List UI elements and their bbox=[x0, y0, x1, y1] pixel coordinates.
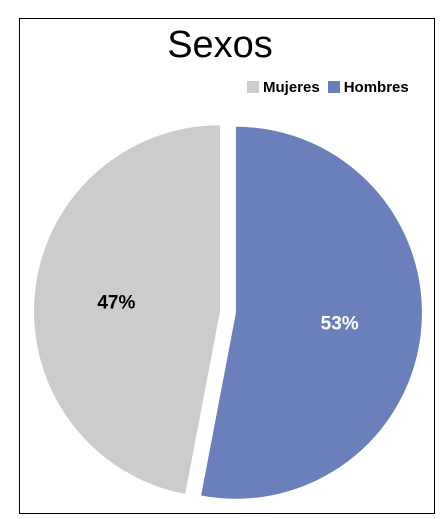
slice-label-hombres: 53% bbox=[321, 314, 359, 335]
legend-label-hombres: Hombres bbox=[343, 78, 409, 96]
chart-title: Sexos bbox=[167, 24, 273, 66]
legend-swatch-mujeres bbox=[247, 81, 259, 93]
legend-item-hombres: Hombres bbox=[327, 78, 409, 96]
legend-label-mujeres: Mujeres bbox=[263, 78, 320, 96]
slice-mujeres bbox=[34, 125, 221, 494]
slice-hombres bbox=[201, 126, 422, 499]
legend-swatch-hombres bbox=[327, 81, 340, 93]
slice-label-mujeres: 47% bbox=[97, 292, 135, 313]
legend-item-mujeres: Mujeres bbox=[247, 79, 320, 96]
chart-legend: Mujeres Hombres bbox=[247, 78, 409, 96]
